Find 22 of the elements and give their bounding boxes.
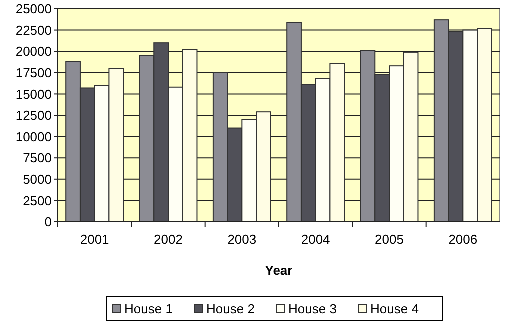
y-tick-label: 10000 bbox=[16, 129, 52, 144]
x-tick-label: 2005 bbox=[375, 232, 404, 247]
y-tick-label: 5000 bbox=[23, 172, 52, 187]
y-tick-label: 12500 bbox=[16, 108, 52, 124]
legend-label: House 3 bbox=[288, 302, 337, 317]
y-tick-label: 20000 bbox=[16, 44, 52, 60]
y-tick-label: 22500 bbox=[16, 22, 52, 38]
y-tick-label: 0 bbox=[44, 214, 52, 230]
x-tick-label: 2003 bbox=[228, 232, 257, 247]
y-tick-label: 15000 bbox=[16, 86, 52, 102]
legend-label: House 4 bbox=[370, 302, 419, 317]
x-axis-title: Year bbox=[265, 263, 293, 278]
y-tick-label: 2500 bbox=[23, 193, 52, 208]
x-tick-label: 2001 bbox=[80, 232, 110, 247]
y-tick-label: 25000 bbox=[16, 2, 52, 17]
legend-label: House 1 bbox=[124, 302, 173, 317]
x-tick-label: 2002 bbox=[154, 232, 183, 247]
legend-label: House 2 bbox=[206, 302, 255, 317]
x-tick-label: 2004 bbox=[301, 232, 330, 247]
y-tick-label: 7500 bbox=[23, 150, 52, 166]
y-tick-label: 17500 bbox=[16, 65, 52, 80]
x-tick-label: 2006 bbox=[448, 232, 478, 247]
